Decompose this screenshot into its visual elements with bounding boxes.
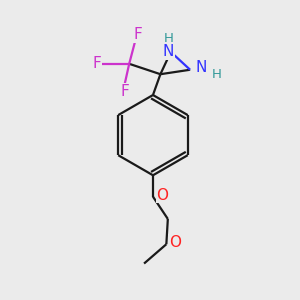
Text: O: O (169, 235, 181, 250)
Text: F: F (134, 28, 142, 43)
Text: H: H (212, 68, 222, 81)
Text: N: N (196, 60, 207, 75)
Text: H: H (164, 32, 173, 45)
Text: F: F (92, 56, 101, 71)
Text: F: F (120, 84, 129, 99)
Text: O: O (157, 188, 169, 203)
Text: N: N (163, 44, 174, 59)
